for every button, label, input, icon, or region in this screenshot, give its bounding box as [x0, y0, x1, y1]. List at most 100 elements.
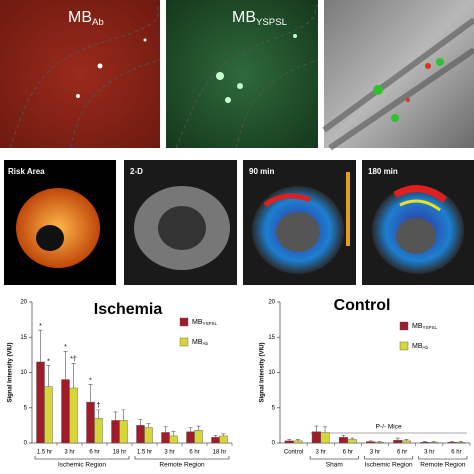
- error-bar: [458, 441, 463, 443]
- legend-sub: YSPSL: [203, 321, 218, 326]
- error-bar: [88, 384, 93, 403]
- echo-images: [4, 160, 474, 285]
- error-bar: [171, 431, 176, 436]
- bar: [311, 431, 321, 444]
- panel-label: Risk Area: [8, 167, 45, 176]
- x-tick-label: 1.5 hr: [137, 450, 152, 456]
- bar: [284, 440, 294, 444]
- significance-mark: *: [39, 323, 42, 330]
- bar: [347, 439, 357, 444]
- bar: [161, 432, 170, 444]
- bar: [144, 427, 153, 444]
- y-tick-label: 5: [24, 405, 28, 411]
- error-bar: [323, 426, 328, 433]
- chart-title: Control: [334, 297, 391, 314]
- error-bar: [404, 439, 409, 441]
- y-tick-label: 10: [20, 370, 27, 376]
- legend-swatch: [179, 317, 189, 327]
- x-tick-label: 3 hr: [370, 450, 380, 456]
- x-tick-label: 1.5 hr: [37, 450, 52, 456]
- error-bar: [146, 422, 151, 428]
- bar: [119, 420, 128, 444]
- bar: [447, 442, 457, 444]
- legend-label: MBAb: [412, 343, 429, 350]
- bar: [136, 425, 145, 444]
- error-bar: [287, 439, 292, 441]
- error-bar: [188, 427, 193, 432]
- legend-sub: YSPSL: [423, 325, 438, 330]
- x-tick-label: 3 hr: [424, 450, 434, 456]
- bar: [44, 386, 53, 444]
- y-axis-label: Signal Intensity (VIU): [8, 342, 14, 402]
- error-bar: [38, 329, 43, 362]
- x-tick-label: 3 hr: [316, 450, 326, 456]
- axis: [279, 302, 470, 444]
- bar: [111, 420, 120, 444]
- legend-name: MB: [412, 323, 423, 330]
- bar: [456, 442, 466, 444]
- x-tick-label: Control: [284, 450, 303, 456]
- error-bar: [395, 437, 400, 441]
- bar: [194, 430, 203, 444]
- y-tick-label: 15: [268, 335, 275, 341]
- legend-label: MBYSPSL: [192, 319, 218, 326]
- bar: [293, 440, 303, 444]
- group-bracket: [134, 456, 230, 460]
- label-sub: YSPSL: [256, 17, 288, 28]
- bar: [219, 435, 228, 444]
- y-tick-label: 20: [20, 300, 27, 306]
- error-bar: [221, 433, 226, 436]
- error-bar: [96, 409, 101, 419]
- bar: [374, 442, 384, 444]
- significance-mark: †: [97, 403, 101, 410]
- x-tick-label: 6 hr: [451, 450, 461, 456]
- bar: [393, 439, 403, 444]
- error-bar: [368, 440, 373, 442]
- bar: [429, 442, 439, 444]
- group-bracket: [34, 456, 130, 460]
- group-bracket: [364, 456, 414, 460]
- bar: [338, 437, 349, 444]
- chart-title: Ischemia: [94, 301, 163, 318]
- y-tick-label: 5: [272, 405, 276, 411]
- y-tick-label: 0: [272, 441, 276, 447]
- label-main: MB: [232, 9, 256, 26]
- x-tick-label: 18 hr: [213, 450, 227, 456]
- bar: [186, 431, 195, 444]
- panel-label: 2-D: [130, 167, 143, 176]
- error-bar: [314, 425, 319, 432]
- x-tick-label: 3 hr: [64, 450, 74, 456]
- legend-name: MB: [192, 319, 203, 326]
- bar: [320, 432, 330, 444]
- bar: [36, 361, 45, 444]
- x-tick-label: 18 hr: [113, 450, 127, 456]
- group-bracket: [418, 456, 468, 460]
- x-tick-label: 6 hr: [89, 450, 99, 456]
- error-bar: [163, 426, 168, 433]
- group-label: Sham: [326, 462, 343, 469]
- error-bar: [341, 434, 346, 438]
- panel-label: 180 min: [368, 167, 398, 176]
- micro-red: [0, 0, 161, 149]
- panel-label: 90 min: [249, 167, 274, 176]
- group-label: Ischemic Region: [365, 462, 413, 469]
- bar: [366, 441, 376, 444]
- bar: [61, 379, 70, 444]
- error-bar: [46, 365, 51, 387]
- label-main: MB: [68, 9, 92, 26]
- legend-label: MBAb: [192, 339, 209, 346]
- error-bar: [71, 363, 76, 389]
- bar: [94, 418, 103, 444]
- group-label: Ischemic Region: [58, 462, 106, 469]
- error-bar: [196, 425, 201, 431]
- y-axis-label: Signal Intensity (VIU): [260, 342, 266, 402]
- error-bar: [431, 441, 436, 443]
- error-bar: [450, 441, 455, 443]
- y-tick-label: 0: [24, 441, 28, 447]
- error-bar: [121, 409, 126, 421]
- micro-gray: [322, 0, 474, 151]
- error-bar: [138, 419, 143, 426]
- significance-mark: *: [89, 377, 92, 384]
- y-tick-label: 20: [268, 300, 275, 306]
- legend-swatch: [399, 321, 409, 331]
